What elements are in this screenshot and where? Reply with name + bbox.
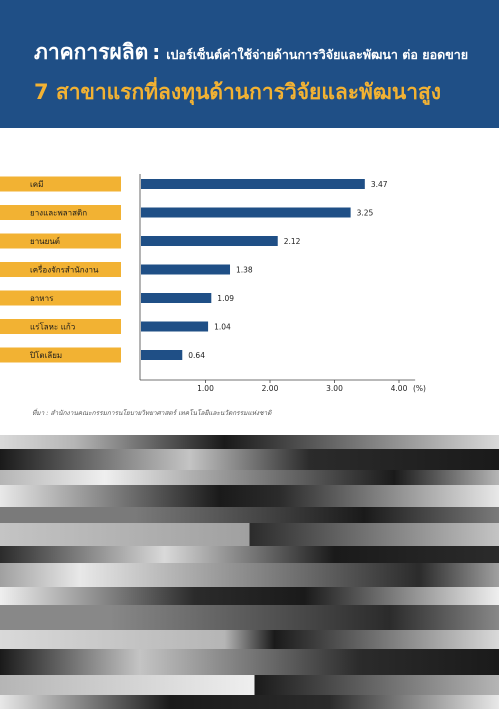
bar xyxy=(141,264,231,275)
photo-strip xyxy=(0,507,499,523)
source-note: ที่มา : สำนักงานคณะกรรมการนโยบายวิทยาศาส… xyxy=(32,409,272,417)
bar-value-label: 3.47 xyxy=(371,180,388,189)
bar-chart: เคมี 3.47 ยางและพลาสติก 3.25 ยานยนต์ 2.12 เครื… xyxy=(0,160,499,400)
bar xyxy=(141,293,212,303)
x-tick-label: 3.00 xyxy=(326,384,343,393)
photo-strip xyxy=(0,485,499,507)
page-title: ภาคการผลิต: เปอร์เซ็นต์ค่าใช้จ่ายด้านการว… xyxy=(34,36,468,69)
photo-strip xyxy=(0,435,499,449)
category-label: อาหาร xyxy=(30,294,54,303)
bar-value-label: 1.09 xyxy=(217,294,234,303)
category-label-box xyxy=(0,290,121,306)
bar xyxy=(141,207,351,218)
page-subtitle: 7 สาขาแรกที่ลงทุนด้านการวิจัยและพัฒนาสูง xyxy=(34,80,442,104)
title-prefix: ภาคการผลิต xyxy=(34,40,149,64)
category-label-box xyxy=(0,205,121,220)
photo-strip xyxy=(0,546,499,563)
header-banner: ภาคการผลิต: เปอร์เซ็นต์ค่าใช้จ่ายด้านการว… xyxy=(0,0,499,128)
x-tick-label: 1.00 xyxy=(197,384,214,393)
photo-strip xyxy=(0,470,499,485)
x-unit-label: (%) xyxy=(413,384,426,393)
x-tick-label: 4.00 xyxy=(391,384,408,393)
title-description: เปอร์เซ็นต์ค่าใช้จ่ายด้านการวิจัยและพัฒน… xyxy=(166,47,469,62)
background-photo xyxy=(0,435,499,709)
category-label: ยานยนต์ xyxy=(30,236,60,246)
category-label: ยางและพลาสติก xyxy=(30,209,87,218)
title-colon: : xyxy=(152,40,161,64)
bar xyxy=(141,321,209,332)
photo-strip xyxy=(0,675,499,695)
bar-value-label: 3.25 xyxy=(357,209,374,218)
bar xyxy=(141,350,183,360)
category-label-box xyxy=(0,233,121,249)
category-label-box xyxy=(0,347,121,363)
bar-chart-svg: เคมี 3.47 ยางและพลาสติก 3.25 ยานยนต์ 2.12 เครื… xyxy=(0,174,426,393)
category-label: ปิโตเลียม xyxy=(29,350,62,360)
photo-strip xyxy=(0,523,499,546)
category-label: เคมี xyxy=(30,180,43,189)
category-label: แร่โลหะ แก้ว xyxy=(30,322,75,332)
category-label-box xyxy=(0,176,121,192)
bar-value-label: 1.38 xyxy=(236,266,253,275)
bar-value-label: 2.12 xyxy=(284,237,301,246)
bar-value-label: 0.64 xyxy=(188,351,205,360)
photo-strip xyxy=(0,630,499,649)
photo-strip xyxy=(0,587,499,605)
photo-strip xyxy=(0,695,499,709)
bar xyxy=(141,236,278,246)
photo-strip xyxy=(0,563,499,587)
category-label: เครื่องจักรสำนักงาน xyxy=(30,264,99,275)
x-tick-label: 2.00 xyxy=(262,384,279,393)
category-label-box xyxy=(0,262,121,277)
category-label-box xyxy=(0,319,121,334)
photo-strip xyxy=(0,649,499,675)
bar xyxy=(141,179,365,189)
photo-strip xyxy=(0,449,499,470)
photo-strip xyxy=(0,605,499,630)
bar-value-label: 1.04 xyxy=(214,323,231,332)
